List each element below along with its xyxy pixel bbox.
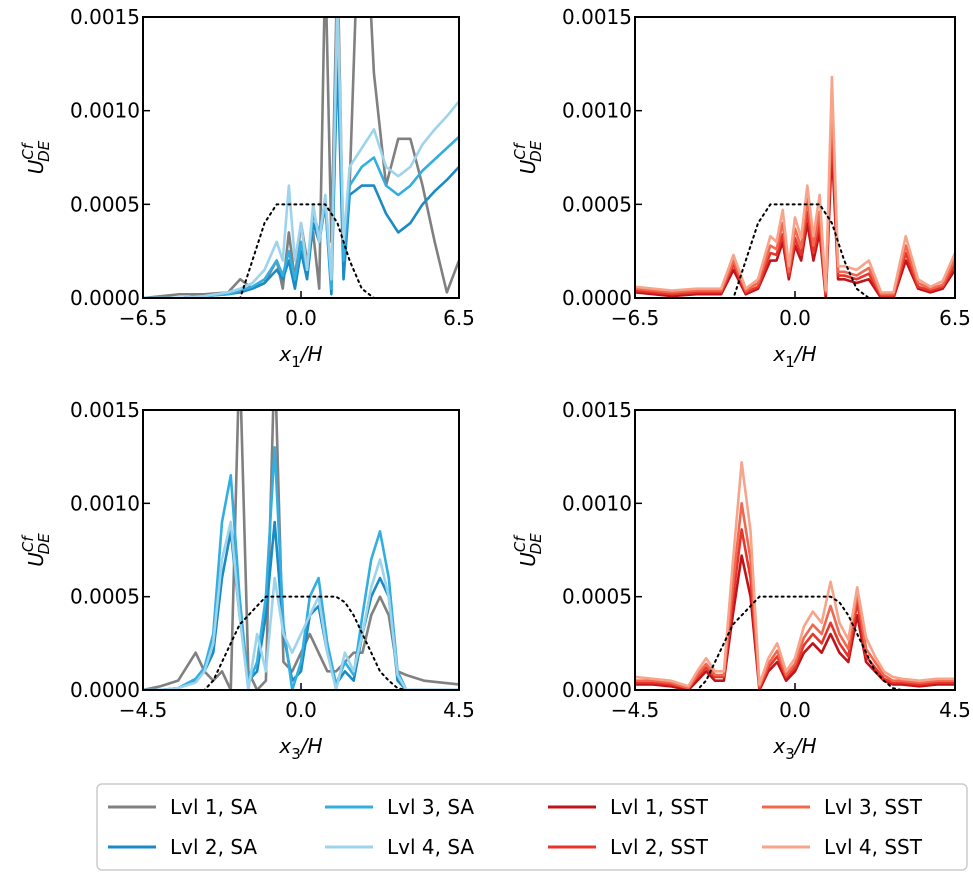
series-line xyxy=(143,410,459,690)
y-tick-label: 0.0010 xyxy=(562,491,632,515)
y-label-sub: DE xyxy=(35,140,53,162)
series-line xyxy=(635,124,955,298)
series-line xyxy=(635,554,955,690)
x-label-rest: /H xyxy=(793,342,817,366)
x-label-main: x xyxy=(278,342,291,366)
legend-label: Lvl 4, SA xyxy=(387,835,474,859)
x-tick-label: −6.5 xyxy=(611,306,660,330)
y-tick-label: 0.0000 xyxy=(562,678,632,702)
x-label-main: x xyxy=(772,342,785,366)
y-tick-label: 0.0005 xyxy=(562,192,632,216)
profile-line xyxy=(143,595,459,690)
legend-label: Lvl 3, SST xyxy=(824,795,923,819)
x-tick-label: −4.5 xyxy=(119,698,168,722)
x-tick-label: 4.5 xyxy=(443,698,475,722)
x-tick-label: 6.5 xyxy=(443,306,475,330)
legend-label: Lvl 1, SA xyxy=(170,795,257,819)
y-tick-label: 0.0000 xyxy=(70,286,140,310)
y-tick-label: 0.0005 xyxy=(562,585,632,609)
x-axis-label: x1/H xyxy=(772,342,816,371)
x-label-main: x xyxy=(278,734,291,758)
series-line xyxy=(143,53,459,298)
x-axis-label: x3/H xyxy=(772,734,816,763)
x-label-rest: /H xyxy=(299,342,323,366)
y-label-main: U xyxy=(516,552,540,567)
series-line xyxy=(635,460,955,688)
profile-line xyxy=(635,203,955,298)
x-label-sub: 3 xyxy=(291,745,301,763)
y-label-sup: Cf xyxy=(511,141,529,159)
series-line xyxy=(635,528,955,690)
profile-line xyxy=(635,595,955,690)
x-axis-label: x3/H xyxy=(278,734,322,763)
x-tick-label: 0.0 xyxy=(285,698,317,722)
plot-area xyxy=(143,17,459,298)
y-tick-label: 0.0015 xyxy=(70,5,140,29)
series-line xyxy=(635,502,955,690)
legend-label: Lvl 4, SST xyxy=(824,835,923,859)
x-label-main: x xyxy=(772,734,785,758)
y-axis-label: UCfDE xyxy=(511,533,545,567)
y-axis-label: UCfDE xyxy=(19,533,53,567)
series-line xyxy=(143,520,459,690)
x-tick-label: 4.5 xyxy=(939,698,971,722)
x-label-rest: /H xyxy=(299,734,323,758)
legend-label: Lvl 1, SST xyxy=(610,795,709,819)
y-axis-label: UCfDE xyxy=(19,140,53,174)
x-tick-label: 0.0 xyxy=(285,306,317,330)
y-label-main: U xyxy=(24,159,48,174)
y-tick-label: 0.0010 xyxy=(70,99,140,123)
legend-box xyxy=(96,783,968,871)
y-tick-label: 0.0010 xyxy=(70,491,140,515)
y-tick-label: 0.0015 xyxy=(562,5,632,29)
legend-label: Lvl 2, SST xyxy=(610,835,709,859)
x-label-sub: 3 xyxy=(785,745,795,763)
series-line xyxy=(143,17,459,298)
x-label-sub: 1 xyxy=(785,353,795,371)
y-tick-label: 0.0010 xyxy=(562,99,632,123)
y-tick-label: 0.0015 xyxy=(70,398,140,422)
y-label-sub: DE xyxy=(527,140,545,162)
y-label-sub: DE xyxy=(527,533,545,555)
axes-frame xyxy=(634,409,956,691)
y-axis-label: UCfDE xyxy=(511,140,545,174)
y-tick-label: 0.0000 xyxy=(70,678,140,702)
y-label-sup: Cf xyxy=(19,534,37,552)
y-tick-label: 0.0005 xyxy=(70,192,140,216)
profile-line xyxy=(143,203,459,298)
y-label-main: U xyxy=(516,159,540,174)
y-label-sup: Cf xyxy=(19,141,37,159)
legend-label: Lvl 3, SA xyxy=(387,795,474,819)
legend-label: Lvl 2, SA xyxy=(170,835,257,859)
y-label-sup: Cf xyxy=(511,534,529,552)
x-tick-label: −4.5 xyxy=(611,698,660,722)
x-tick-label: 6.5 xyxy=(939,306,971,330)
x-tick-label: 0.0 xyxy=(779,306,811,330)
y-label-main: U xyxy=(24,552,48,567)
y-tick-label: 0.0015 xyxy=(562,398,632,422)
series-line xyxy=(635,75,955,294)
x-tick-label: −6.5 xyxy=(119,306,168,330)
plot-area xyxy=(143,410,459,690)
x-axis-label: x1/H xyxy=(278,342,322,371)
plot-area xyxy=(635,460,955,690)
x-tick-label: 0.0 xyxy=(779,698,811,722)
axes-frame xyxy=(142,409,460,691)
y-label-sub: DE xyxy=(35,533,53,555)
y-tick-label: 0.0005 xyxy=(70,585,140,609)
x-label-rest: /H xyxy=(793,734,817,758)
series-line xyxy=(143,446,459,690)
x-label-sub: 1 xyxy=(291,353,301,371)
plot-area xyxy=(635,75,955,298)
y-tick-label: 0.0000 xyxy=(562,286,632,310)
